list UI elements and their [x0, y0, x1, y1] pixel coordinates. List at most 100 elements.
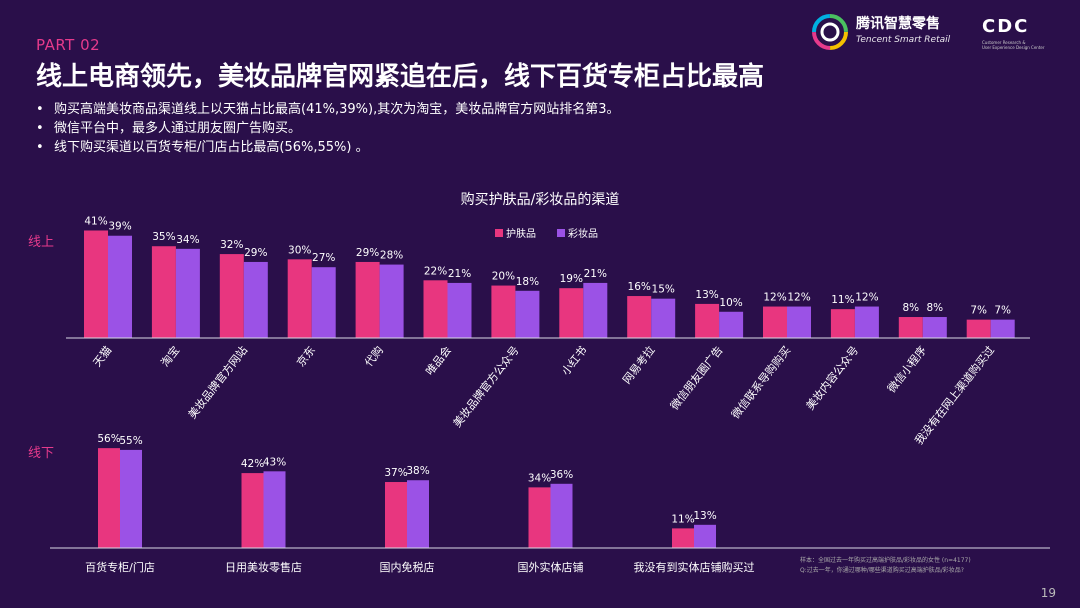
bar-makeup — [583, 282, 608, 338]
bar-skincare — [423, 280, 448, 338]
page-title: 线上电商领先，美妆品牌官网紧追在后，线下百货专柜占比最高 — [36, 62, 765, 92]
data-label: 10% — [719, 297, 742, 309]
category-label: 京东 — [293, 343, 318, 369]
category-label: 唯品会 — [423, 344, 454, 378]
bar-skincare — [528, 487, 551, 548]
data-label: 15% — [652, 284, 675, 296]
category-label: 微信联系导购购买 — [728, 343, 793, 421]
bar-makeup — [922, 317, 947, 338]
category-label: 小红书 — [559, 344, 590, 378]
data-label: 16% — [628, 281, 651, 293]
bar-skincare — [151, 246, 176, 338]
bar-makeup — [651, 298, 676, 338]
data-label: 22% — [424, 265, 447, 277]
data-label: 42% — [241, 458, 264, 470]
category-label: 国外实体店铺 — [518, 560, 584, 574]
bar-skincare — [898, 317, 923, 338]
bullet-item: 线下购买渠道以百货专柜/门店占比最高(56%,55%) 。 — [36, 138, 619, 157]
data-label: 39% — [108, 221, 131, 233]
bar-makeup — [120, 449, 142, 548]
data-label: 35% — [152, 231, 175, 243]
category-label: 我没有到实体店铺购买过 — [634, 560, 755, 574]
bullet-item: 微信平台中，最多人通过朋友圈广告购买。 — [36, 119, 619, 138]
data-label: 12% — [855, 292, 878, 304]
category-label: 日用美妆零售店 — [225, 560, 302, 574]
bar-skincare — [672, 528, 694, 548]
bar-makeup — [719, 311, 744, 338]
category-label: 代购 — [361, 343, 386, 369]
category-label: 天猫 — [91, 344, 115, 369]
page-number: 19 — [1040, 586, 1056, 600]
bar-skincare — [355, 261, 380, 338]
bar-makeup — [379, 264, 404, 338]
data-label: 41% — [84, 215, 107, 227]
bar-makeup — [550, 483, 573, 548]
bar-makeup — [990, 319, 1015, 338]
bar-makeup — [447, 282, 472, 338]
bar-skincare — [491, 285, 516, 338]
bar-skincare — [627, 296, 652, 338]
data-label: 56% — [97, 433, 120, 445]
data-label: 20% — [492, 271, 515, 283]
bar-makeup — [515, 290, 540, 338]
data-label: 38% — [406, 465, 429, 477]
data-label: 29% — [356, 247, 379, 259]
data-label: 13% — [695, 289, 718, 301]
data-label: 13% — [693, 510, 716, 522]
tencent-logo-subtitle: Tencent Smart Retail — [856, 35, 951, 45]
data-label: 11% — [831, 294, 854, 306]
bar-makeup — [108, 235, 132, 338]
data-label: 30% — [288, 244, 311, 256]
category-label: 网易考拉 — [619, 343, 657, 386]
bullet-item: 购买高端美妆商品渠道线上以天猫占比最高(41%,39%),其次为淘宝，美妆品牌官… — [36, 100, 619, 119]
data-label: 36% — [550, 469, 573, 481]
data-label: 19% — [560, 273, 583, 285]
data-label: 21% — [448, 268, 471, 280]
chart-title: 购买护肤品/彩妆品的渠道 — [461, 192, 620, 208]
data-label: 28% — [380, 250, 403, 262]
data-label: 34% — [176, 234, 199, 246]
offline-bars: 56%55% 百货专柜/门店 42%43% 日用美妆零售店 37%38% 国内免税店 34%… — [85, 433, 754, 574]
offline-group-label: 线下 — [28, 446, 54, 461]
category-label: 美妆品牌官方公众号 — [450, 343, 522, 430]
category-label: 百货专柜/门店 — [85, 560, 155, 574]
bar-skincare — [559, 288, 584, 338]
section-label: PART 02 — [36, 36, 101, 54]
data-label: 43% — [263, 456, 286, 468]
tencent-logo-name: 腾讯智慧零售 — [856, 16, 940, 32]
online-group-label: 线上 — [28, 235, 54, 250]
data-label: 18% — [516, 276, 539, 288]
category-label: 微信朋友圈广告 — [667, 343, 725, 412]
bar-skincare — [966, 319, 991, 338]
summary-bullets: 购买高端美妆商品渠道线上以天猫占比最高(41%,39%),其次为淘宝，美妆品牌官… — [36, 100, 619, 157]
bar-skincare — [84, 230, 108, 338]
data-label: 8% — [926, 302, 943, 314]
category-label: 我没有在网上渠道购买过 — [912, 343, 998, 447]
tencent-logo: 腾讯智慧零售 Tencent Smart Retail — [812, 14, 950, 50]
cdc-logo-subtitle: Customer Research & User Experience Desi… — [982, 40, 1045, 50]
bar-makeup — [243, 261, 268, 338]
bar-makeup — [854, 306, 879, 338]
tencent-smart-retail-logo-icon — [812, 14, 848, 50]
data-label: 32% — [220, 239, 243, 251]
category-label: 微信小程序 — [884, 343, 929, 395]
bar-makeup — [175, 248, 200, 338]
bar-skincare — [287, 259, 312, 338]
chart-legend: 护肤品 彩妆品 — [495, 227, 598, 240]
bar-skincare — [241, 473, 264, 548]
data-label: 7% — [994, 305, 1011, 317]
data-label: 12% — [763, 292, 786, 304]
data-label: 55% — [119, 435, 142, 447]
data-label: 27% — [312, 252, 335, 264]
legend-swatch — [495, 229, 503, 237]
category-label: 美妆内容公众号 — [803, 343, 861, 412]
data-label: 7% — [970, 305, 987, 317]
bar-skincare — [385, 482, 407, 548]
category-label: 国内免税店 — [380, 560, 435, 574]
data-label: 12% — [787, 292, 810, 304]
bar-skincare — [695, 303, 720, 338]
category-label: 淘宝 — [158, 343, 183, 369]
legend-label: 彩妆品 — [568, 227, 598, 240]
bar-skincare — [830, 309, 855, 338]
